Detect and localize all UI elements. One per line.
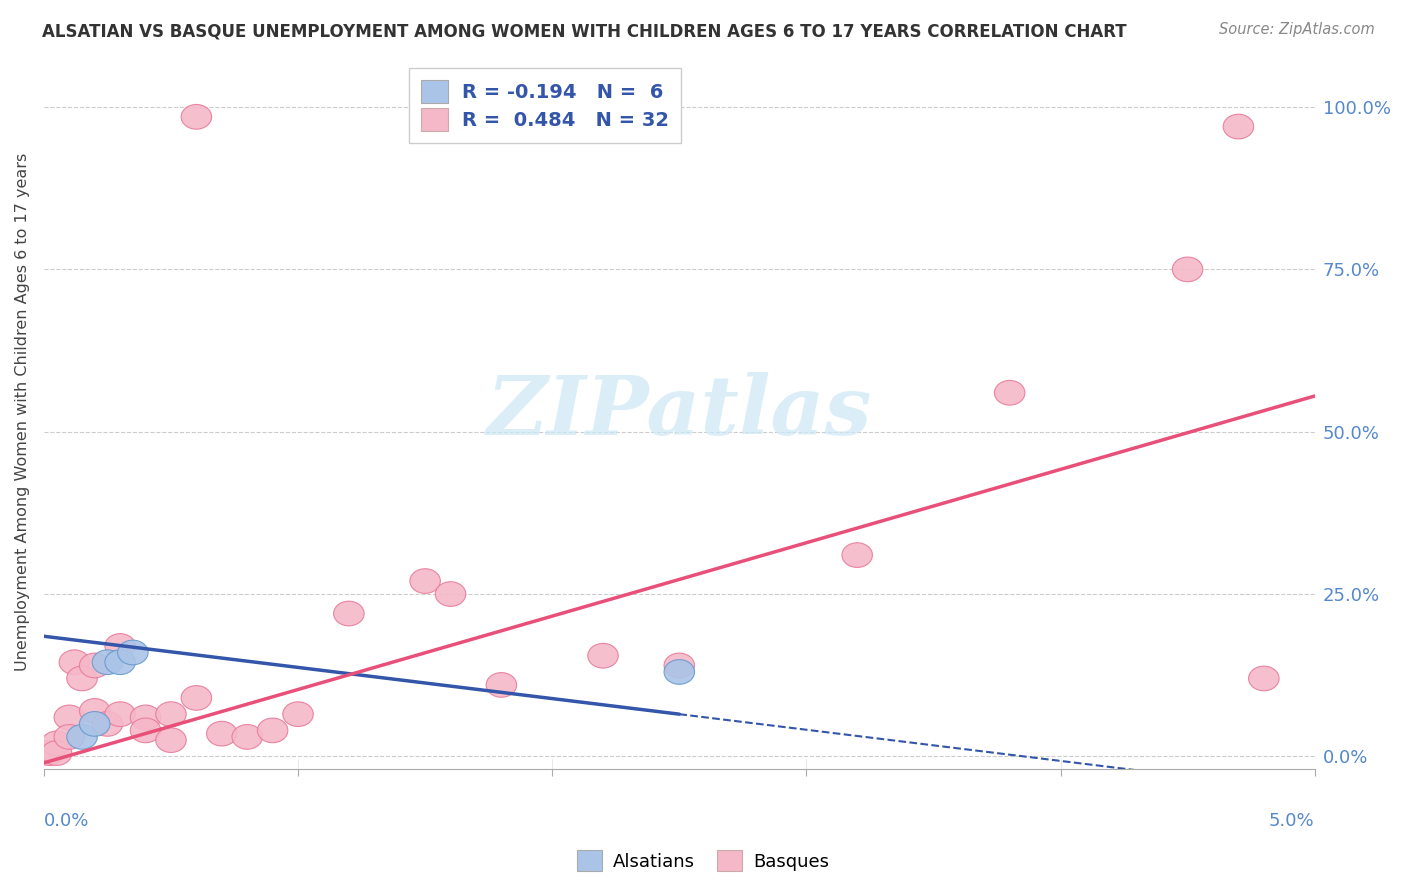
Ellipse shape	[1223, 114, 1254, 139]
Ellipse shape	[93, 712, 122, 736]
Ellipse shape	[994, 380, 1025, 405]
Ellipse shape	[436, 582, 465, 607]
Ellipse shape	[118, 640, 148, 665]
Ellipse shape	[156, 702, 186, 726]
Text: Source: ZipAtlas.com: Source: ZipAtlas.com	[1219, 22, 1375, 37]
Ellipse shape	[486, 673, 516, 698]
Text: ZIPatlas: ZIPatlas	[486, 372, 872, 452]
Ellipse shape	[664, 659, 695, 684]
Ellipse shape	[80, 698, 110, 723]
Ellipse shape	[105, 702, 135, 726]
Ellipse shape	[59, 650, 90, 674]
Ellipse shape	[411, 569, 440, 593]
Text: ALSATIAN VS BASQUE UNEMPLOYMENT AMONG WOMEN WITH CHILDREN AGES 6 TO 17 YEARS COR: ALSATIAN VS BASQUE UNEMPLOYMENT AMONG WO…	[42, 22, 1126, 40]
Ellipse shape	[53, 705, 84, 730]
Text: 5.0%: 5.0%	[1270, 812, 1315, 830]
Ellipse shape	[80, 712, 110, 736]
Ellipse shape	[181, 104, 212, 129]
Ellipse shape	[93, 650, 122, 674]
Ellipse shape	[283, 702, 314, 726]
Ellipse shape	[588, 643, 619, 668]
Ellipse shape	[41, 740, 72, 765]
Y-axis label: Unemployment Among Women with Children Ages 6 to 17 years: Unemployment Among Women with Children A…	[15, 153, 30, 672]
Ellipse shape	[105, 633, 135, 658]
Ellipse shape	[53, 724, 84, 749]
Ellipse shape	[232, 724, 263, 749]
Ellipse shape	[842, 542, 873, 567]
Ellipse shape	[333, 601, 364, 626]
Ellipse shape	[1249, 666, 1279, 690]
Ellipse shape	[80, 653, 110, 678]
Ellipse shape	[66, 724, 97, 749]
Ellipse shape	[34, 740, 65, 765]
Ellipse shape	[181, 686, 212, 710]
Ellipse shape	[257, 718, 288, 743]
Ellipse shape	[664, 653, 695, 678]
Legend: Alsatians, Basques: Alsatians, Basques	[569, 843, 837, 879]
Text: 0.0%: 0.0%	[44, 812, 89, 830]
Ellipse shape	[66, 666, 97, 690]
Ellipse shape	[41, 731, 72, 756]
Ellipse shape	[156, 728, 186, 753]
Ellipse shape	[1173, 257, 1204, 282]
Ellipse shape	[207, 722, 238, 746]
Ellipse shape	[105, 650, 135, 674]
Legend: R = -0.194   N =  6, R =  0.484   N = 32: R = -0.194 N = 6, R = 0.484 N = 32	[409, 69, 681, 143]
Ellipse shape	[131, 718, 160, 743]
Ellipse shape	[131, 705, 160, 730]
